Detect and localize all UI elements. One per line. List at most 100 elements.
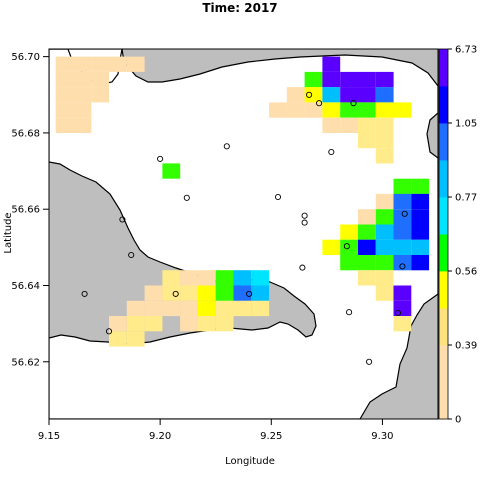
x-axis: 9.15 9.20 9.25 9.30 [38, 418, 394, 442]
heatmap-cell [340, 71, 358, 88]
colorbar-band [439, 141, 448, 146]
heatmap-cell [91, 56, 109, 72]
colorbar-band [439, 285, 448, 290]
heatmap-cell [358, 270, 376, 286]
heatmap-cell [322, 71, 341, 88]
colorbar-band [439, 393, 448, 398]
colorbar-band [439, 63, 448, 68]
heatmap-cell [286, 87, 305, 103]
heatmap-cell [358, 87, 376, 103]
colorbar-band [439, 363, 448, 368]
colorbar-band [439, 308, 448, 313]
heatmap-cell [55, 87, 74, 103]
colorbar-band [439, 67, 448, 72]
heatmap-cell [411, 224, 430, 240]
station-marker [246, 290, 253, 297]
colorbar-band [439, 274, 448, 279]
colorbar-band [439, 222, 448, 227]
station-marker [366, 358, 373, 365]
heatmap-cell [251, 270, 270, 286]
colorbar-band [439, 330, 448, 335]
heatmap-cell [73, 56, 92, 72]
colorbar-band [439, 374, 448, 379]
colorbar-band [439, 108, 448, 113]
heatmap-cell [411, 193, 430, 210]
heatmap-cell [304, 71, 323, 88]
colorbar-band [439, 167, 448, 172]
colorbar-band [439, 78, 448, 83]
heatmap-cell [162, 270, 181, 286]
colorbar-band [439, 415, 448, 420]
station-marker [274, 193, 282, 201]
colorbar-band [439, 174, 448, 179]
heatmap-cell [109, 331, 127, 347]
colorbar-band [439, 259, 448, 264]
heatmap-cell [375, 285, 394, 301]
heatmap-cell [375, 193, 394, 210]
heatmap-cell [233, 270, 252, 286]
colorbar-band [439, 341, 448, 346]
colorbar: 0 0.39 0.56 0.77 1.05 6.73 [438, 45, 477, 426]
heatmap-cell [126, 300, 145, 317]
heatmap-cell [375, 102, 394, 118]
colorbar-band [439, 304, 448, 309]
colorbar-band [439, 82, 448, 87]
colorbar-band [439, 256, 448, 261]
heatmap-cell [358, 239, 376, 255]
heatmap-cell [55, 117, 74, 133]
station-marker [105, 328, 113, 335]
colorbar-band [439, 126, 448, 131]
colorbar-band [439, 396, 448, 401]
heatmap-cell [215, 316, 234, 332]
heatmap-cell [393, 316, 412, 332]
heatmap-cell [126, 316, 145, 332]
heatmap-cell [393, 102, 412, 118]
heatmap-cell [109, 316, 127, 332]
station-marker [399, 263, 406, 270]
colorbar-band [439, 156, 448, 161]
heatmap-cell [411, 239, 430, 255]
station-markers [81, 91, 408, 365]
colorbar-band [439, 171, 448, 176]
colorbar-tick-label: 0.39 [455, 341, 477, 352]
heatmap-cell [91, 71, 109, 88]
heatmap-cell [197, 300, 216, 317]
heatmap-cell [393, 300, 412, 317]
station-marker [401, 210, 408, 217]
x-tick-label: 9.25 [260, 431, 282, 442]
colorbar-band [439, 219, 448, 224]
colorbar-band [439, 152, 448, 157]
station-marker [316, 100, 323, 107]
heatmap-cell [393, 239, 412, 255]
heatmap-cell [375, 87, 394, 103]
heatmap-cell [411, 209, 430, 225]
heatmap-cell [358, 224, 376, 240]
colorbar-tick-label: 6.73 [455, 45, 477, 56]
colorbar-band [439, 237, 448, 242]
station-marker [157, 155, 164, 162]
colorbar-band [439, 74, 448, 79]
colorbar-band [439, 263, 448, 268]
heatmap-cell [304, 87, 323, 103]
colorbar-band [439, 407, 448, 412]
colorbar-band [439, 189, 448, 194]
heatmap-cell [411, 255, 430, 271]
heatmap-cell [91, 87, 109, 103]
heatmap-cell [322, 239, 341, 255]
heatmap-cell [55, 71, 74, 88]
colorbar-band [439, 60, 448, 65]
heatmap-cell [162, 163, 181, 179]
station-marker [128, 251, 135, 259]
heatmap-cell [55, 102, 74, 118]
station-marker [172, 290, 179, 297]
colorbar-band [439, 89, 448, 94]
plot-panel [48, 48, 439, 420]
heatmap-cell [393, 224, 412, 240]
station-marker [350, 100, 357, 107]
colorbar-band [439, 271, 448, 276]
colorbar-band [439, 241, 448, 246]
colorbar-band [439, 100, 448, 105]
heatmap-cell [375, 270, 394, 286]
heatmap-cell [322, 87, 341, 103]
colorbar-band [439, 123, 448, 128]
